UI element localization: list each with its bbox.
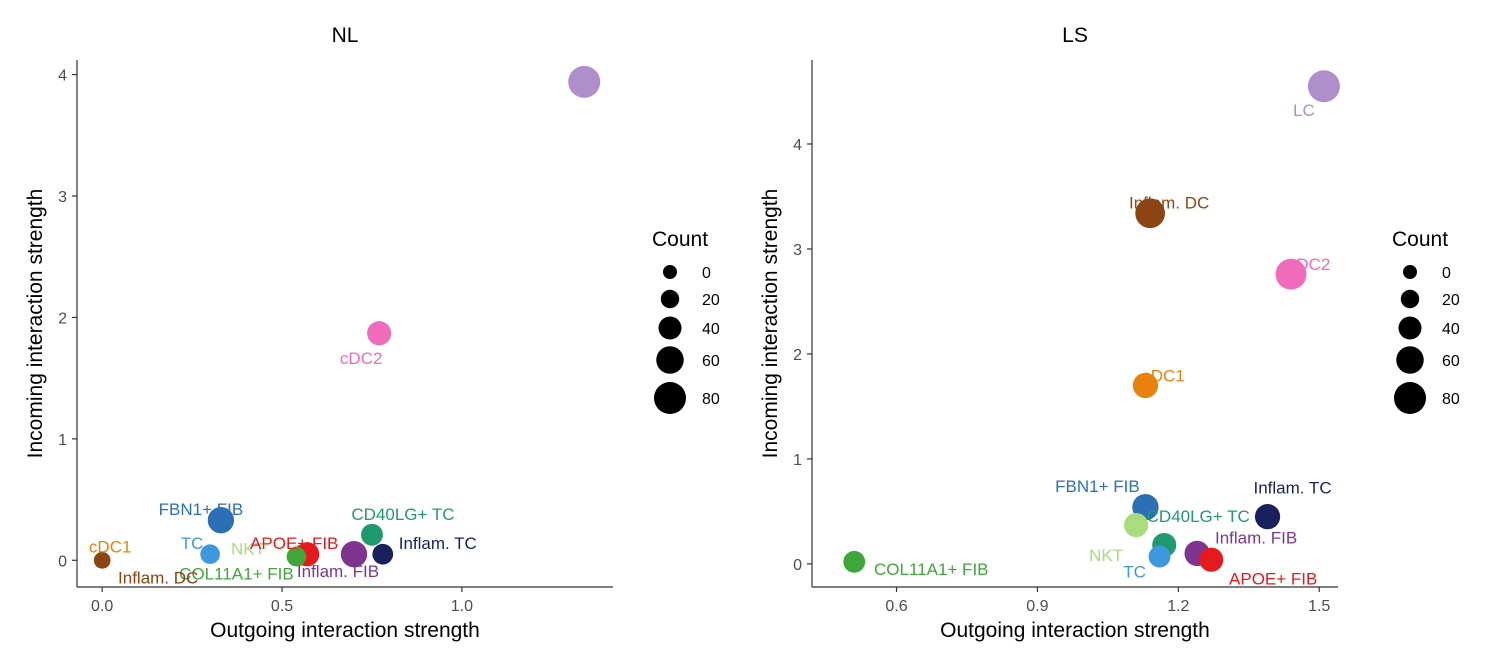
point-label: NKT: [231, 539, 265, 558]
x-tick-label: 0.6: [885, 598, 907, 615]
legend-label: 0: [1442, 265, 1451, 282]
point-label: cDC2: [340, 349, 383, 368]
legend-label: 60: [1442, 353, 1460, 370]
data-point: [207, 507, 235, 534]
legend-key: [1403, 265, 1417, 279]
panel-title: LS: [1062, 24, 1088, 47]
y-tick-label: 0: [793, 557, 802, 574]
y-tick-label: 4: [793, 137, 802, 154]
legend-key: [660, 289, 680, 309]
legend-title: Count: [1392, 228, 1448, 251]
legend-key: [656, 346, 684, 374]
point-label: CD40LG+ TC: [351, 505, 454, 524]
point-label: COL11A1+ FIB: [874, 560, 989, 579]
data-point: [286, 546, 307, 567]
x-axis-title: Outgoing interaction strength: [210, 619, 480, 642]
x-tick-label: 1.2: [1167, 598, 1189, 615]
legend-key: [1398, 316, 1422, 340]
legend-label: 20: [1442, 292, 1460, 309]
legend-label: 80: [702, 391, 720, 408]
point-label: Inflam. FIB: [1215, 528, 1297, 547]
point-label: Inflam. DC: [118, 568, 198, 587]
data-point: [372, 543, 394, 565]
data-point: [200, 544, 220, 565]
legend-key: [1400, 289, 1420, 309]
x-axis-title: Outgoing interaction strength: [940, 619, 1210, 642]
data-point: [1132, 372, 1159, 399]
panel-title: NL: [332, 24, 359, 47]
x-tick-label: 0.9: [1026, 598, 1048, 615]
point-label: FBN1+ FIB: [1055, 477, 1140, 496]
legend-key: [1394, 382, 1426, 414]
y-tick-label: 1: [58, 432, 67, 449]
point-label: CD40LG+ TC: [1147, 507, 1250, 526]
y-tick-label: 0: [58, 553, 67, 570]
legend-key: [1396, 346, 1424, 374]
y-axis-title: Incoming interaction strength: [759, 189, 782, 459]
panel-nl: NL 0.0 0.5 1.0 0 1 2 3 4 Outgoing interaction str…: [24, 24, 720, 642]
point-label: LC: [573, 73, 595, 92]
x-tick-label: 1.5: [1308, 598, 1330, 615]
x-tick-label: 0.0: [91, 598, 113, 615]
data-point: [1123, 512, 1149, 538]
y-tick-label: 2: [793, 347, 802, 364]
point-label: NKT: [1089, 546, 1123, 565]
point-label: cDC1: [1142, 366, 1185, 385]
legend-key: [663, 265, 677, 279]
legend-title: Count: [652, 228, 708, 251]
point-label: cDC2: [1288, 255, 1331, 274]
data-point: [367, 321, 392, 346]
data-point: [843, 550, 866, 573]
data-point: [1148, 545, 1171, 568]
data-point: [1275, 258, 1307, 290]
point-label: Inflam. TC: [399, 534, 477, 553]
point-label: Inflam. FIB: [297, 562, 379, 581]
y-tick-label: 2: [58, 310, 67, 327]
point-label: Inflam. DC: [1129, 193, 1209, 212]
point-label: APOE+ FIB: [1229, 570, 1317, 589]
data-point: [93, 551, 111, 569]
legend-label: 60: [702, 353, 720, 370]
legend-label: 40: [702, 321, 720, 338]
x-tick-label: 0.5: [271, 598, 293, 615]
data-point: [340, 541, 368, 568]
point-label: cDC1: [89, 537, 132, 556]
data-point: [1135, 198, 1166, 229]
point-label: TC: [181, 534, 204, 553]
data-point: [1199, 547, 1224, 572]
point-label: Inflam. TC: [1254, 479, 1332, 498]
data-point: [568, 65, 601, 98]
y-tick-label: 1: [793, 452, 802, 469]
point-label: COL11A1+ FIB: [179, 565, 294, 584]
point-label: APOE+ FIB: [250, 534, 338, 553]
data-point: [1254, 504, 1281, 530]
data-point: [1307, 70, 1340, 103]
size-legend: Count 0 20 40 60 80: [1392, 228, 1460, 414]
y-tick-label: 3: [58, 189, 67, 206]
legend-key: [654, 382, 686, 414]
y-tick-label: 4: [58, 68, 67, 85]
legend-label: 0: [702, 265, 711, 282]
panel-ls: LS 0.6 0.9 1.2 1.5 0 1 2 3 4 Outgoing interaction …: [759, 24, 1460, 642]
y-tick-label: 3: [793, 242, 802, 259]
data-point: [361, 523, 383, 546]
legend-key: [658, 316, 682, 340]
point-label: LC: [1293, 101, 1315, 120]
size-legend: Count 0 20 40 60 80: [652, 228, 720, 414]
point-label: FBN1+ FIB: [159, 500, 244, 519]
x-tick-label: 1.0: [451, 598, 473, 615]
legend-label: 40: [1442, 321, 1460, 338]
legend-label: 80: [1442, 391, 1460, 408]
y-axis-title: Incoming interaction strength: [24, 189, 47, 459]
point-label: TC: [1123, 563, 1146, 582]
legend-label: 20: [702, 292, 720, 309]
